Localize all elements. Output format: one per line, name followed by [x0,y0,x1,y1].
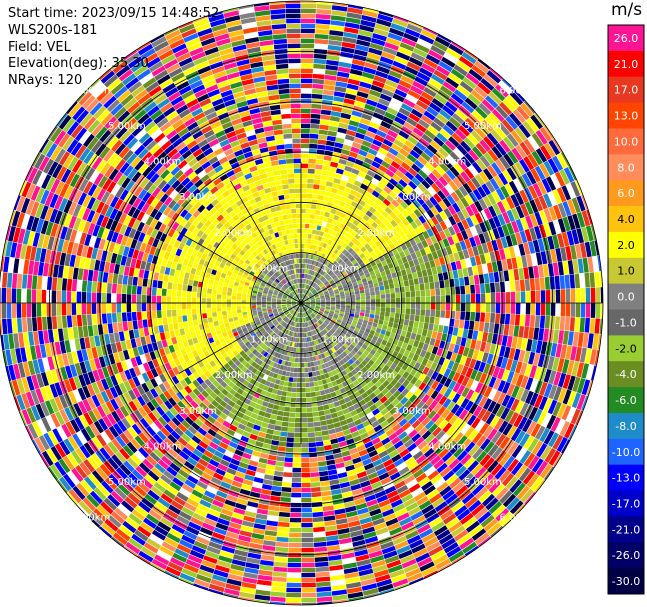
range-ring-2km [199,201,403,405]
colorbar-segment [608,542,644,569]
ring-label-1-1: 1.00km [322,263,360,274]
colorbar: 26.0 21.0 17.0 13.0 10.0 8.0 6.0 4.0 2.0 1.0 0.0 -1… [607,24,645,595]
colorbar-tick-label: 26.0 [614,32,639,45]
ring-label-5-1: 5.00km [464,121,502,132]
colorbar-segment [608,102,644,129]
range-ring-1km [250,252,352,354]
colorbar-tick-label: -10.0 [612,446,640,459]
ring-label-2-2: 2.00km [357,370,395,381]
nrays: NRays: 120 [8,73,83,88]
ring-label-3-1: 3.00km [393,192,431,203]
colorbar-segment [608,335,644,362]
colorbar-tick-label: -17.0 [612,498,640,511]
colorbar-segment [608,438,644,466]
ring-label-3-3: 3.00km [179,406,217,417]
colorbar-tick-label: -8.0 [615,420,636,433]
range-ring-6km [0,0,604,606]
station-name: WLS200s-181 [8,23,98,38]
ring-label-5-2: 5.00km [464,477,502,488]
ring-label-1-3: 1.00km [250,335,288,346]
ring-label-2-0: 2.00km [215,228,253,239]
ring-label-5-3: 5.00km [108,477,146,488]
ring-label-6-1: 6.00km [500,86,538,97]
colorbar-tick-label: 0.0 [617,291,635,304]
colorbar-segment [608,180,644,207]
ring-label-1-2: 1.00km [322,335,360,346]
colorbar-unit: m/s [611,0,643,20]
range-ring-labels: 1.00km 1.00km 1.00km 1.00km 2.00km 2.00km 2.00… [73,86,538,524]
range-ring-3km [149,151,453,455]
ring-label-2-1: 2.00km [357,228,395,239]
range-ring-5km [48,50,554,556]
colorbar-tick-label: -1.0 [615,316,636,329]
range-rings [0,0,604,606]
ring-label-2-3: 2.00km [215,370,253,381]
ring-label-3-0: 3.00km [179,192,217,203]
range-ring-4km [99,101,503,505]
colorbar-segment [608,413,644,440]
ring-label-6-2: 6.00km [500,513,538,524]
colorbar-tick-label: 6.0 [617,187,635,200]
colorbar-segment [608,25,644,52]
ring-label-6-3: 6.00km [73,513,111,524]
colorbar-frame [607,24,645,595]
colorbar-segment [608,206,644,233]
velocity-gates [0,1,603,605]
start-time: Start time: 2023/09/15 14:48:52 [8,6,220,21]
ring-label-4-3: 4.00km [144,441,182,452]
ring-label-4-0: 4.00km [144,157,182,168]
field-name: Field: VEL [8,40,71,55]
colorbar-tick-label: -2.0 [615,342,636,355]
colorbar-segment [608,568,644,595]
colorbar-segment [608,516,644,543]
colorbar-segment [608,231,644,259]
colorbar-tick-label: 10.0 [614,135,639,148]
colorbar-segment [608,464,644,492]
colorbar-segment [608,309,644,336]
colorbar-segment [608,257,644,285]
colorbar-tick-label: 2.0 [617,239,635,252]
colorbar-segment [608,76,644,104]
ring-label-3-2: 3.00km [393,406,431,417]
colorbar-tick-label: 21.0 [614,58,639,71]
ring-label-4-1: 4.00km [428,157,466,168]
colorbar-tick-label: 8.0 [617,161,635,174]
colorbar-segment [608,283,644,310]
ring-label-4-2: 4.00km [428,441,466,452]
colorbar-segment [608,128,644,155]
colorbar-tick-label: -26.0 [612,549,640,562]
colorbar-tick-label: -4.0 [615,368,636,381]
colorbar-tick-label: -6.0 [615,394,636,407]
elevation: Elevation(deg): 35.30 [8,56,149,71]
colorbar-tick-label: 17.0 [614,84,639,97]
colorbar-segment [608,50,644,78]
colorbar-tick-label: 4.0 [617,213,635,226]
colorbar-tick-label: -13.0 [612,472,640,485]
colorbar-tick-label: -21.0 [612,523,640,536]
ring-label-1-0: 1.00km [250,263,288,274]
colorbar-tick-label: 1.0 [617,265,635,278]
ring-label-6-0: 6.00km [73,86,111,97]
colorbar-tick-label: 13.0 [614,110,639,123]
colorbar-segment [608,154,644,181]
colorbar-segment [608,361,644,388]
colorbar-segment [608,387,644,414]
colorbar-tick-label: -30.0 [612,575,640,588]
ring-label-5-0: 5.00km [108,121,146,132]
colorbar-segment [608,490,644,517]
